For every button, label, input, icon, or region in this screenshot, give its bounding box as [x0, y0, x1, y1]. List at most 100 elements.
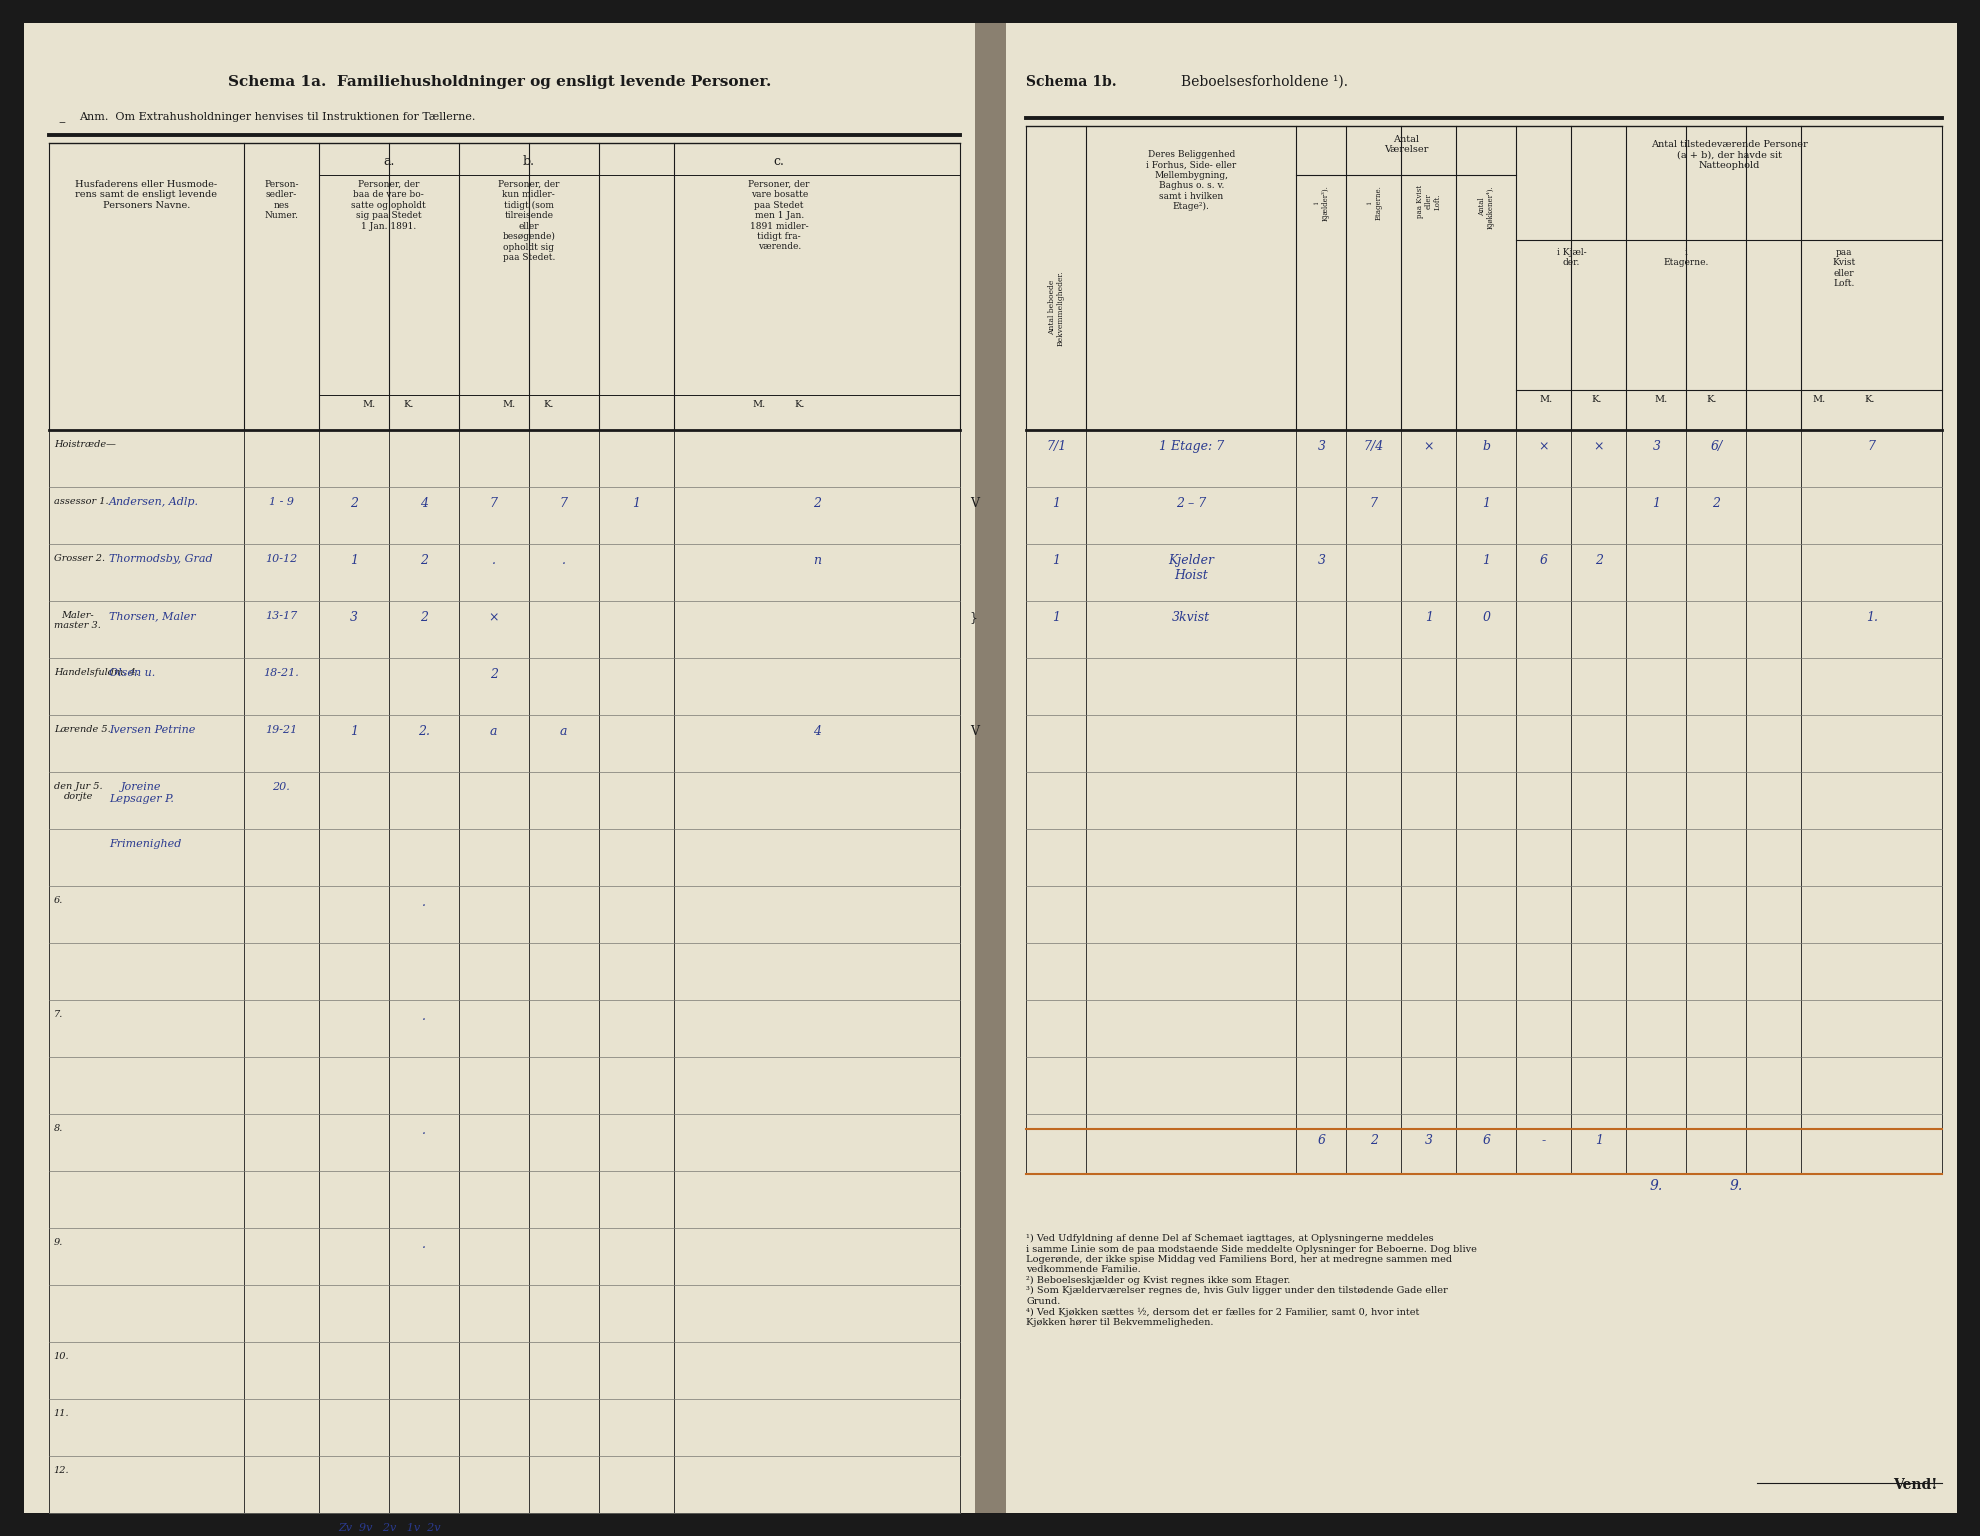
Text: c.: c. [774, 155, 784, 167]
Text: M.: M. [1653, 395, 1667, 404]
Text: 10-12: 10-12 [265, 554, 297, 564]
Text: 1.: 1. [1865, 611, 1877, 624]
Text: M.: M. [1538, 395, 1552, 404]
Text: 18-21.: 18-21. [263, 668, 299, 677]
Text: ×: × [1424, 439, 1434, 453]
Text: ×: × [1538, 439, 1548, 453]
Text: 2.: 2. [418, 725, 430, 737]
Text: assessor 1.: assessor 1. [53, 498, 109, 505]
Text: 8.: 8. [53, 1124, 63, 1134]
Text: Personer, der
baa de vare bo-
satte og opholdt
sig paa Stedet
1 Jan. 1891.: Personer, der baa de vare bo- satte og o… [350, 180, 426, 230]
Text: –: – [59, 115, 65, 129]
Text: Zv  9v   2v   1v  2v: Zv 9v 2v 1v 2v [339, 1524, 442, 1533]
Text: 1 - 9: 1 - 9 [269, 498, 293, 507]
Text: 2: 2 [489, 668, 497, 680]
Text: Iversen Petrine: Iversen Petrine [109, 725, 196, 736]
Text: Vend!: Vend! [1893, 1478, 1936, 1491]
Text: M.: M. [501, 399, 515, 409]
Text: 0: 0 [1481, 611, 1489, 624]
Text: 6.: 6. [53, 895, 63, 905]
Text: .: . [422, 1011, 426, 1023]
Text: a.: a. [382, 155, 394, 167]
Text: ¹) Ved Udfyldning af denne Del af Schemaet iagttages, at Oplysningerne meddeles
: ¹) Ved Udfyldning af denne Del af Schema… [1026, 1233, 1477, 1327]
Text: 12.: 12. [53, 1465, 69, 1475]
Text: 11.: 11. [53, 1409, 69, 1418]
Text: K.: K. [404, 399, 414, 409]
Text: paa
Kvist
eller
Loft.: paa Kvist eller Loft. [1832, 247, 1855, 289]
Text: i
Etagerne.: i Etagerne. [1663, 247, 1709, 267]
Text: Personer, der
kun midler-
tidigt (som
tilreisende
eller
besøgende)
opholdt sig
p: Personer, der kun midler- tidigt (som ti… [497, 180, 558, 263]
Text: Frimenighed: Frimenighed [109, 839, 180, 849]
Text: 7: 7 [1867, 439, 1875, 453]
Text: 7: 7 [1368, 498, 1378, 510]
Text: 2: 2 [420, 611, 428, 624]
Text: 7: 7 [560, 498, 568, 510]
Text: 1 Etage: 7: 1 Etage: 7 [1158, 439, 1224, 453]
Text: Person-
sedler-
nes
Numer.: Person- sedler- nes Numer. [263, 180, 299, 220]
Text: Hoistræde—: Hoistræde— [53, 439, 115, 449]
Text: i
Kjælder³).: i Kjælder³). [1313, 184, 1329, 221]
Text: Antal
Værelser: Antal Værelser [1384, 135, 1428, 155]
Text: Handelsfuldm. 4.: Handelsfuldm. 4. [53, 668, 139, 677]
Bar [24, 23, 974, 1513]
Text: 3: 3 [350, 611, 358, 624]
Text: 1: 1 [632, 498, 640, 510]
Text: V: V [968, 498, 978, 510]
Text: Personer, der
vare bosatte
paa Stedet
men 1 Jan.
1891 midler-
tidigt fra-
værend: Personer, der vare bosatte paa Stedet me… [748, 180, 810, 252]
Text: b: b [1481, 439, 1489, 453]
Text: }: } [968, 611, 978, 624]
Text: M.: M. [752, 399, 766, 409]
Text: 1: 1 [1481, 498, 1489, 510]
Text: 3: 3 [1317, 439, 1325, 453]
Text: 1: 1 [1481, 554, 1489, 567]
Text: 1: 1 [1051, 498, 1059, 510]
Text: 19-21: 19-21 [265, 725, 297, 736]
Text: ×: × [1592, 439, 1604, 453]
Text: Beboelsesforholdene ¹).: Beboelsesforholdene ¹). [1180, 75, 1348, 89]
Text: M.: M. [362, 399, 374, 409]
Text: Maler-
master 3.: Maler- master 3. [53, 611, 101, 630]
Text: 1: 1 [1651, 498, 1659, 510]
Text: 6: 6 [1481, 1134, 1489, 1147]
Text: i
Etagerne.: i Etagerne. [1364, 184, 1382, 220]
Text: Lærende 5.: Lærende 5. [53, 725, 111, 734]
Text: 7/1: 7/1 [1045, 439, 1065, 453]
Text: Ialt:: Ialt: [53, 1524, 79, 1534]
Text: 7: 7 [489, 498, 497, 510]
Text: 6: 6 [1317, 1134, 1325, 1147]
Text: V: V [968, 725, 978, 737]
Text: Kjelder
Hoist: Kjelder Hoist [1168, 554, 1214, 582]
Text: Antal tilstedeværende Personer
(a + b), der havde sit
Natteophold: Antal tilstedeværende Personer (a + b), … [1649, 140, 1808, 170]
Text: M.: M. [1812, 395, 1826, 404]
Text: 2: 2 [1711, 498, 1719, 510]
Text: Antal beboede
Bekvemmeligheder.: Antal beboede Bekvemmeligheder. [1047, 270, 1065, 346]
Text: 20.: 20. [273, 782, 289, 793]
Text: Olsen u.: Olsen u. [109, 668, 154, 677]
Text: 2: 2 [1594, 554, 1602, 567]
Text: 3: 3 [1424, 1134, 1432, 1147]
Text: 4: 4 [812, 725, 820, 737]
Bar [1006, 23, 1956, 1513]
Text: 7/4: 7/4 [1362, 439, 1384, 453]
Text: Joreine
Lepsager P.: Joreine Lepsager P. [109, 782, 174, 803]
Text: 2: 2 [420, 554, 428, 567]
Text: .: . [422, 1238, 426, 1250]
Text: 6: 6 [1538, 554, 1546, 567]
Text: K.: K. [1590, 395, 1600, 404]
Text: 1: 1 [1051, 611, 1059, 624]
Text: -: - [1540, 1134, 1544, 1147]
Text: 4: 4 [420, 498, 428, 510]
Text: 10.: 10. [53, 1352, 69, 1361]
Text: 7.: 7. [53, 1011, 63, 1018]
Text: Schema 1b.: Schema 1b. [1026, 75, 1117, 89]
Text: 2 – 7: 2 – 7 [1176, 498, 1206, 510]
Text: 1: 1 [350, 725, 358, 737]
Text: Grosser 2.: Grosser 2. [53, 554, 105, 564]
Text: Deres Beliggenhed
i Forhus, Side- eller
Mellembygning,
Baghus o. s. v.
samt i hv: Deres Beliggenhed i Forhus, Side- eller … [1146, 151, 1236, 210]
Text: 13-17: 13-17 [265, 611, 297, 621]
Text: b.: b. [523, 155, 535, 167]
Text: 3kvist: 3kvist [1172, 611, 1210, 624]
Text: a: a [489, 725, 497, 737]
Text: 9.: 9. [1649, 1180, 1661, 1193]
Text: a: a [560, 725, 566, 737]
